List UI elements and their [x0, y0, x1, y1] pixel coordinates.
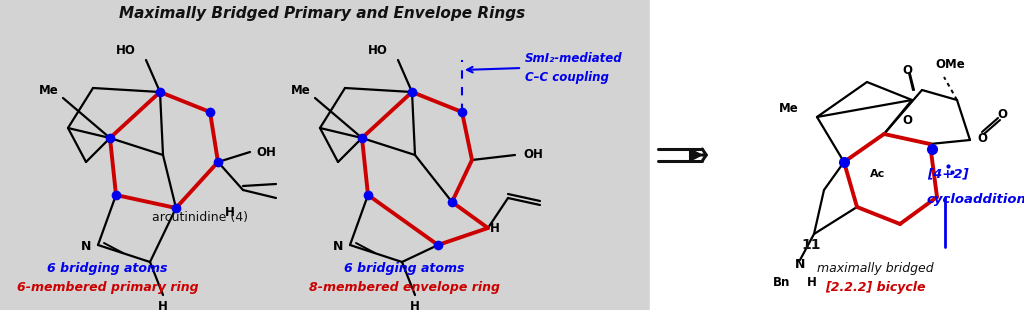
Text: [4+2]: [4+2]	[927, 167, 969, 180]
Text: O: O	[977, 131, 987, 144]
Text: HO: HO	[116, 43, 136, 56]
Text: H: H	[158, 300, 168, 310]
Text: OH: OH	[523, 148, 543, 162]
Text: O: O	[902, 113, 912, 126]
Bar	[650, 0, 1024, 310]
Text: N: N	[795, 259, 805, 272]
Text: 6 bridging atoms: 6 bridging atoms	[47, 262, 168, 275]
Text: SmI₂-mediated: SmI₂-mediated	[525, 51, 623, 64]
Text: H: H	[225, 206, 234, 219]
Text: Bn: Bn	[773, 276, 791, 289]
Text: [2.2.2] bicycle: [2.2.2] bicycle	[825, 281, 926, 294]
Text: arcutinidine (4): arcutinidine (4)	[152, 210, 248, 224]
Text: HO: HO	[368, 43, 388, 56]
Text: Me: Me	[291, 83, 311, 96]
Text: N: N	[333, 241, 343, 254]
Text: OH: OH	[256, 145, 275, 158]
Text: OMe: OMe	[935, 57, 965, 70]
Text: C–C coupling: C–C coupling	[525, 72, 609, 85]
Text: 8-membered envelope ring: 8-membered envelope ring	[309, 281, 500, 294]
Bar	[0, 0, 650, 310]
Text: H: H	[410, 300, 420, 310]
Text: Me: Me	[39, 83, 58, 96]
Text: 6 bridging atoms: 6 bridging atoms	[344, 262, 465, 275]
Text: H: H	[490, 222, 500, 234]
Text: O: O	[997, 108, 1007, 122]
Text: H: H	[807, 276, 817, 289]
Text: Ac: Ac	[870, 169, 886, 179]
Text: 11: 11	[801, 238, 821, 252]
Text: Maximally Bridged Primary and Envelope Rings: Maximally Bridged Primary and Envelope R…	[120, 7, 525, 21]
Text: cycloaddition: cycloaddition	[927, 193, 1024, 206]
Text: maximally bridged: maximally bridged	[817, 262, 934, 275]
Text: Me: Me	[779, 103, 799, 116]
Text: 6-membered primary ring: 6-membered primary ring	[16, 281, 199, 294]
Text: N: N	[81, 241, 91, 254]
Text: O: O	[902, 64, 912, 77]
